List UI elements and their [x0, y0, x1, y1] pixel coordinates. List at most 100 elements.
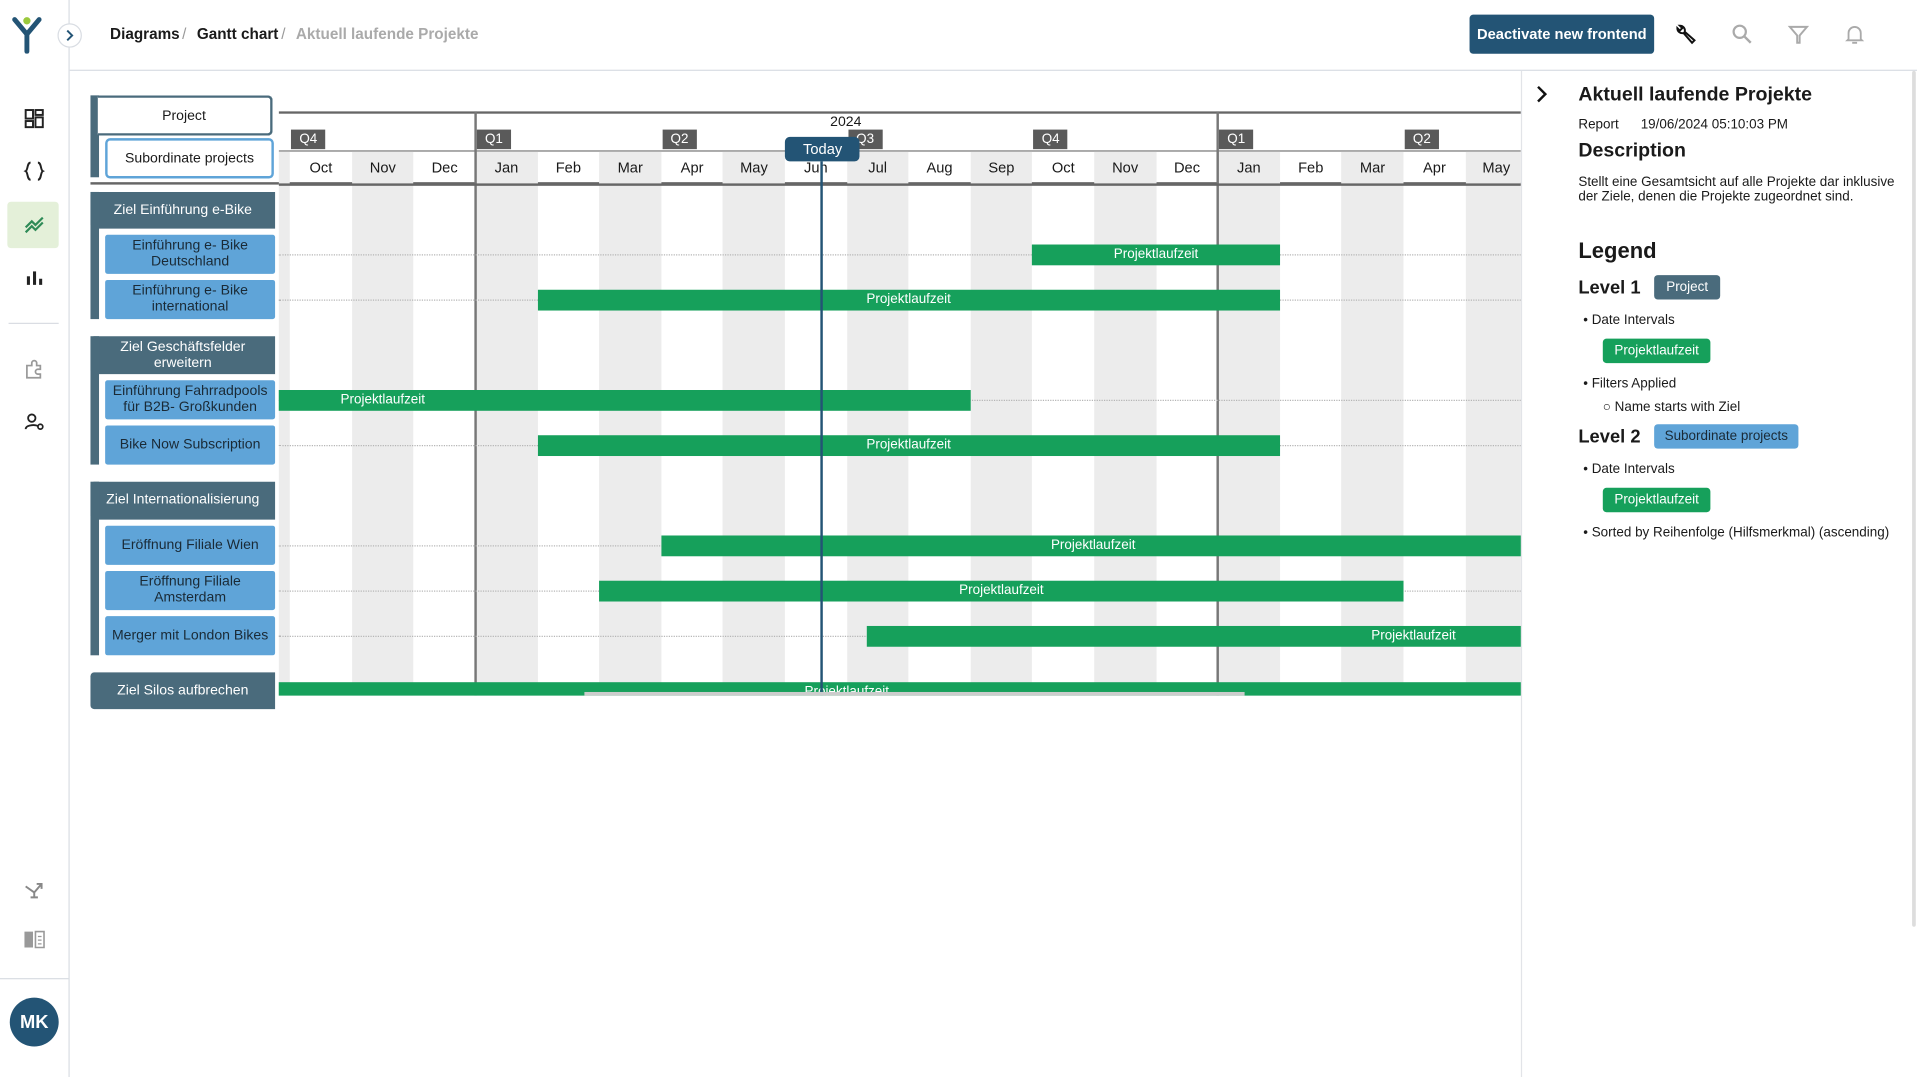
group-label[interactable]: Ziel Internationalisierung: [90, 481, 276, 520]
month-label: Aug: [926, 158, 953, 177]
group-label[interactable]: Ziel Silos aufbrechen: [90, 672, 276, 710]
breadcrumb-diagrams[interactable]: Diagrams: [110, 25, 180, 43]
header-level-strip: [90, 95, 100, 178]
level2-date-intervals-text: Date Intervals: [1591, 462, 1675, 477]
month-label: Jan: [1237, 158, 1261, 177]
filter-icon[interactable]: [1786, 22, 1810, 46]
quarter-badge: Q2: [1404, 129, 1439, 150]
level1-filter-item: ○ Name starts with Ziel: [1602, 399, 1741, 415]
month-row-bottom-line: [278, 183, 1521, 186]
subproject-label[interactable]: Eröffnung Filiale Amsterdam: [105, 570, 276, 611]
collapse-panel-icon[interactable]: [1534, 85, 1549, 103]
avatar[interactable]: MK: [9, 997, 59, 1047]
level2-interval-badge: Projektlaufzeit: [1602, 487, 1711, 513]
subproject-label[interactable]: Bike Now Subscription: [105, 425, 276, 465]
expand-sidebar-button[interactable]: [57, 23, 82, 48]
month-column-shade: [278, 151, 290, 696]
sidebar-item-docs[interactable]: [17, 922, 51, 956]
level2-badge: Subordinate projects: [1654, 424, 1799, 449]
gantt-bar-label: Projektlaufzeit: [959, 583, 1044, 598]
subproject-label[interactable]: Einführung Fahrradpools für B2B- Großkun…: [105, 380, 276, 420]
bell-icon[interactable]: [1842, 22, 1866, 46]
level1-filters-text: Filters Applied: [1591, 376, 1677, 392]
report-date: 19/06/2024 05:10:03 PM: [1640, 117, 1789, 133]
subproject-label[interactable]: Merger mit London Bikes: [105, 616, 276, 656]
gantt-bar-label: Projektlaufzeit: [340, 392, 426, 408]
level1-filter-item-text: Name starts with Ziel: [1614, 399, 1741, 415]
month-column-shade: [475, 151, 538, 696]
month-label: Sep: [988, 158, 1015, 177]
user-settings-icon: [24, 413, 44, 430]
gantt-bar[interactable]: Projektlaufzeit: [599, 580, 1404, 602]
sidebar-item-code[interactable]: [17, 154, 51, 188]
header-level1: Project: [97, 95, 273, 136]
group-label[interactable]: Ziel Geschäftsfelder erweitern: [90, 336, 276, 375]
group-strip: [90, 336, 100, 465]
month-label: Dec: [1173, 158, 1201, 177]
month-column-shade: [846, 151, 909, 696]
sidebar: MK: [0, 0, 82, 1077]
deactivate-new-frontend-button[interactable]: Deactivate new frontend: [1469, 14, 1655, 54]
sidebar-divider: [8, 322, 59, 324]
group-label[interactable]: Ziel Einführung e-Bike: [90, 191, 276, 229]
sidebar-item-merge[interactable]: [17, 873, 51, 907]
today-line: [820, 161, 824, 696]
month-label: May: [740, 158, 768, 177]
header-level2: Subordinate projects: [105, 138, 274, 179]
gantt-bar-label: Projektlaufzeit: [866, 437, 951, 453]
gantt-bar[interactable]: Projektlaufzeit: [537, 289, 1280, 311]
code-braces-icon: [23, 161, 45, 181]
month-label: Dec: [431, 158, 458, 177]
wrench-icon[interactable]: [1674, 22, 1698, 46]
gantt-chart: 2024 Oct Nov Dec Jan Feb Mar Apr May Jun Jul Aug Se…: [278, 111, 1521, 696]
level1-interval-badge: Projektlaufzeit: [1602, 338, 1711, 364]
breadcrumb-current: Aktuell laufende Projekte: [295, 25, 479, 43]
breadcrumb-gantt-chart[interactable]: Gantt chart: [196, 25, 279, 43]
month-label: Apr: [1423, 158, 1446, 177]
gantt-bar[interactable]: Projektlaufzeit: [661, 535, 1521, 557]
gantt-bar-label: Projektlaufzeit: [1113, 246, 1199, 262]
sidebar-divider: [0, 978, 69, 980]
top-bar: Diagrams / Gantt chart / Aktuell laufend…: [69, 0, 1917, 71]
month-column-shade: [1094, 151, 1157, 696]
quarter-badge: Q2: [662, 129, 697, 150]
month-label: Mar: [617, 158, 643, 177]
panel-title: Aktuell laufende Projekte: [1578, 84, 1813, 106]
panel-scrollbar[interactable]: [1912, 70, 1916, 927]
sidebar-item-gantt[interactable]: [17, 208, 51, 242]
month-row-line: [278, 150, 1521, 152]
month-column-shade: [1217, 151, 1280, 696]
book-icon: [24, 930, 45, 949]
subproject-label[interactable]: Einführung e- Bike Deutschland: [105, 234, 276, 274]
gantt-bar[interactable]: Projektlaufzeit: [537, 435, 1280, 457]
sidebar-item-dashboard[interactable]: [17, 101, 51, 135]
report-label: Report: [1578, 117, 1619, 133]
chevron-right-icon: [66, 29, 74, 42]
month-column-shade: [723, 151, 785, 696]
level1-filters: • Filters Applied: [1583, 376, 1677, 392]
month-column-shade: [351, 151, 414, 696]
app-logo[interactable]: [10, 15, 44, 54]
group-strip: [90, 481, 100, 656]
subproject-label[interactable]: Einführung e- Bike international: [105, 279, 276, 320]
sidebar-item-plugins[interactable]: [17, 352, 51, 386]
month-label: Jan: [494, 158, 519, 177]
gantt-bar[interactable]: Projektlaufzeit: [866, 625, 1521, 647]
today-marker[interactable]: Today: [785, 136, 860, 162]
chart-line-icon: [24, 216, 44, 234]
gantt-bar-label: Projektlaufzeit: [866, 292, 951, 307]
subproject-label[interactable]: Eröffnung Filiale Wien: [105, 525, 276, 565]
gantt-bar[interactable]: Projektlaufzeit: [278, 390, 971, 411]
search-icon[interactable]: [1730, 22, 1754, 46]
sidebar-item-bar-chart[interactable]: [17, 260, 51, 294]
quarter-badge: Q1: [1219, 129, 1254, 150]
horizontal-scrollbar[interactable]: [584, 691, 1245, 696]
month-label: Feb: [555, 158, 582, 177]
month-column-shade: [1341, 151, 1404, 696]
gantt-bar[interactable]: Projektlaufzeit: [1032, 244, 1280, 266]
description-heading: Description: [1578, 140, 1686, 162]
sidebar-item-user-settings[interactable]: [17, 405, 51, 439]
breadcrumb-separator: /: [281, 25, 286, 43]
level1-label: Level 1: [1578, 277, 1641, 299]
month-label: Mar: [1359, 158, 1386, 177]
